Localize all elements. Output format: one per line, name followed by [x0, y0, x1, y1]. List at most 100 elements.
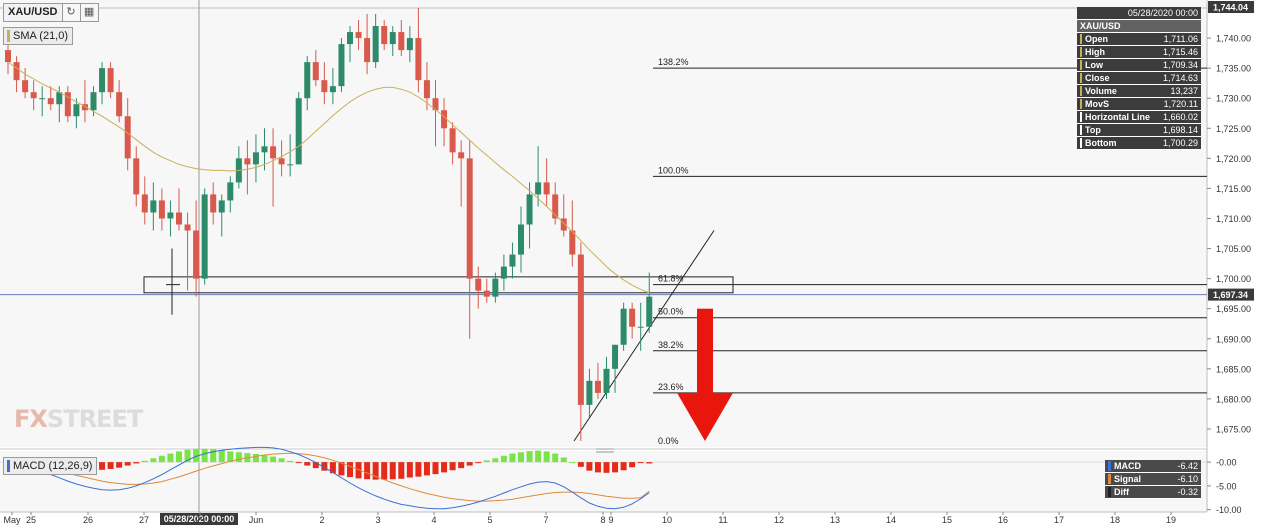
refresh-icon[interactable]: ↻	[62, 2, 81, 22]
price-top-badge	[1208, 1, 1254, 13]
info-date: 05/28/2020 00:00	[1127, 8, 1198, 18]
time-tick-label: 4	[431, 515, 436, 525]
info-row-label: Top	[1085, 125, 1101, 135]
macd-histogram-bar	[594, 462, 601, 473]
macd-legend-swatch	[1108, 487, 1111, 497]
candle-body	[577, 254, 584, 405]
macd-histogram-bar	[287, 460, 294, 463]
down-arrow-head	[677, 392, 733, 441]
macd-histogram-bar	[312, 462, 319, 469]
macd-histogram-bar	[201, 448, 208, 463]
candle-body	[22, 80, 29, 93]
macd-histogram-bar	[167, 453, 174, 463]
macd-legend-label: Diff	[1114, 487, 1129, 497]
candle-body	[244, 158, 251, 165]
macd-histogram-bar	[432, 462, 439, 475]
macd-histogram-bar	[577, 462, 584, 467]
macd-label-text: MACD (12,26,9)	[13, 460, 93, 472]
macd-histogram-bar	[133, 462, 140, 464]
fib-level-label: 138.2%	[658, 57, 689, 67]
macd-legend-value: -6.10	[1177, 474, 1198, 484]
time-tick-label: May	[3, 515, 21, 525]
candle-body	[586, 380, 593, 405]
time-tick-label: 8	[600, 515, 605, 525]
price-tick-label: 1,710.00	[1216, 214, 1251, 224]
macd-histogram-bar	[560, 457, 567, 463]
candle-body	[47, 98, 54, 105]
price-tick-label: 1,715.00	[1216, 184, 1251, 194]
down-arrow-shaft	[697, 308, 713, 399]
candle-body	[543, 182, 550, 195]
info-row-accent	[1080, 138, 1082, 148]
time-tick-label: 2	[319, 515, 324, 525]
price-tick-label: 1,705.00	[1216, 244, 1251, 254]
candle-body	[458, 152, 465, 159]
macd-histogram-bar	[355, 462, 362, 479]
time-tick-label: 7	[543, 515, 548, 525]
macd-histogram-bar	[158, 455, 165, 463]
macd-histogram-bar	[415, 462, 422, 477]
info-row-bottom: Bottom 1,700.29	[1077, 137, 1201, 150]
macd-histogram-bar	[278, 458, 285, 463]
candle-body	[603, 368, 610, 393]
time-tick-label: 11	[718, 515, 727, 525]
macd-histogram-bar	[364, 462, 371, 480]
candle-body	[99, 68, 106, 93]
macd-legend-label: Signal	[1114, 474, 1142, 484]
info-row-value: 1,714.63	[1162, 73, 1198, 83]
candle-body	[637, 326, 644, 328]
macd-histogram-bar	[458, 462, 465, 469]
price-tick-label: 1,735.00	[1216, 64, 1251, 74]
info-row-value: 1,698.14	[1162, 125, 1198, 135]
price-tick-label: 1,730.00	[1216, 94, 1251, 104]
sma-indicator-label[interactable]: SMA (21,0)	[3, 27, 74, 45]
macd-histogram-bar	[107, 462, 114, 469]
macd-histogram-bar	[141, 460, 148, 463]
time-tick-label: 14	[886, 515, 896, 525]
crosshair-date-label: 05/28/2020 00:00	[164, 514, 235, 524]
current-price-badge	[1208, 288, 1254, 301]
sma-color-swatch	[7, 30, 10, 42]
symbol-label[interactable]: XAU/USD	[3, 2, 63, 22]
macd-histogram-bar	[372, 462, 379, 480]
macd-tick-label: -10.00	[1216, 505, 1242, 515]
candle-body	[629, 308, 636, 327]
candle-body	[646, 296, 653, 327]
trend-line	[573, 230, 715, 442]
candles-group	[5, 8, 653, 441]
info-row-high: High 1,715.46	[1077, 46, 1201, 59]
macd-indicator-label[interactable]: MACD (12,26,9)	[3, 457, 98, 475]
price-tick-label: 1,675.00	[1216, 424, 1251, 434]
macd-histogram-bar	[552, 453, 559, 463]
candle-body	[483, 290, 490, 297]
macd-histogram-bar	[637, 462, 644, 464]
macd-histogram-bar	[586, 462, 593, 471]
time-tick-label: Jun	[249, 515, 264, 525]
macd-histogram-bar	[449, 462, 456, 471]
info-row-volume: Volume 13,237	[1077, 85, 1201, 98]
macd-histogram-bar	[603, 462, 610, 473]
time-tick-label: 17	[1054, 515, 1064, 525]
macd-histogram-bar	[304, 462, 311, 466]
macd-histogram-bar	[423, 462, 430, 476]
macd-histogram-bar	[612, 462, 619, 473]
candle-body	[552, 194, 559, 219]
macd-histogram-bar	[543, 451, 550, 463]
candle-body	[278, 158, 285, 165]
price-tick-label: 1,690.00	[1216, 334, 1251, 344]
info-row-value: 1,711.06	[1163, 34, 1198, 44]
candle-body	[526, 194, 533, 225]
ohlc-info-panel: 05/28/2020 00:00 XAU/USD Open 1,711.06 Hig…	[1077, 7, 1201, 150]
calendar-icon[interactable]: ▦	[80, 2, 99, 22]
candle-body	[441, 110, 448, 129]
info-row-label: Open	[1085, 34, 1109, 44]
price-top-badge-label: 1,744.04	[1213, 3, 1248, 13]
candle-body	[569, 230, 576, 255]
macd-histogram-bar	[321, 462, 328, 471]
info-row-accent	[1080, 112, 1082, 122]
macd-histogram-bar	[406, 462, 413, 478]
macd-histogram-bar	[526, 451, 533, 463]
price-tick-label: 1,695.00	[1216, 304, 1251, 314]
candle-body	[176, 212, 182, 225]
